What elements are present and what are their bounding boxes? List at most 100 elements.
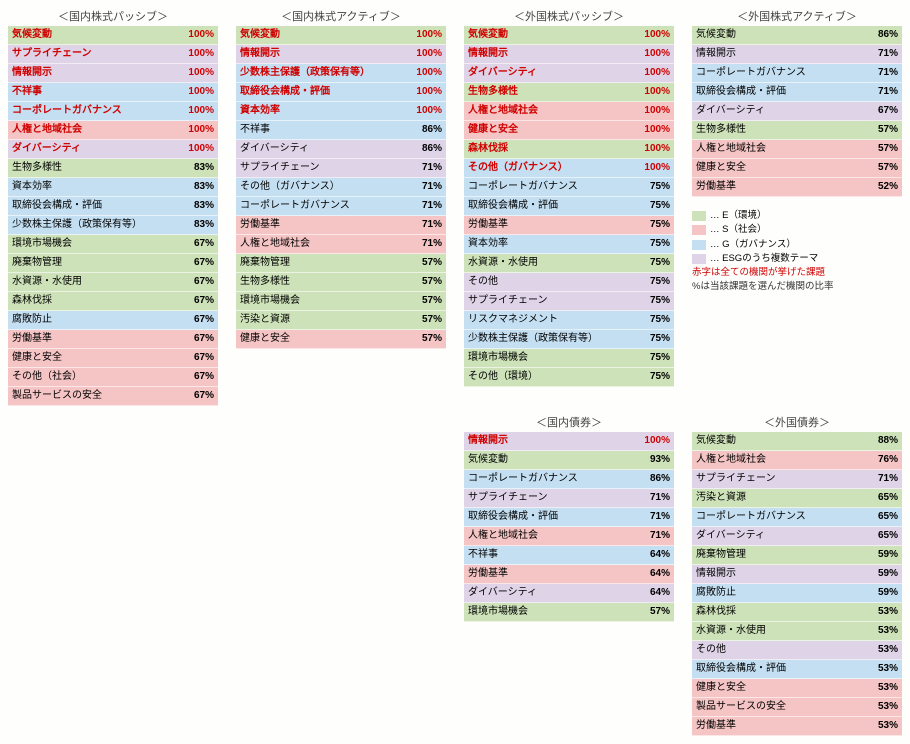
row-label: 健康と安全 <box>8 349 178 368</box>
row-value: 64% <box>634 565 674 584</box>
table-row: 環境市場機会57% <box>236 292 446 311</box>
row-label: コーポレートガバナンス <box>8 102 178 121</box>
row-label: 健康と安全 <box>236 330 406 349</box>
row-value: 57% <box>862 159 902 178</box>
table-row: リスクマネジメント75% <box>464 311 674 330</box>
table-row: 生物多様性83% <box>8 159 218 178</box>
row-label: 不祥事 <box>236 121 406 140</box>
row-value: 86% <box>862 26 902 45</box>
table-row: 汚染と資源65% <box>692 489 902 508</box>
row-value: 59% <box>862 584 902 603</box>
table-row: 情報開示100% <box>8 64 218 83</box>
row-value: 75% <box>634 178 674 197</box>
table-row: 情報開示59% <box>692 565 902 584</box>
row-value: 100% <box>178 64 218 83</box>
legend-text: … ESGのうち複数テーマ <box>710 252 818 266</box>
row-label: 森林伐採 <box>8 292 178 311</box>
table-row: 人権と地域社会100% <box>8 121 218 140</box>
table-row: 汚染と資源57% <box>236 311 446 330</box>
row-value: 71% <box>406 178 446 197</box>
row-value: 53% <box>862 698 902 717</box>
row-label: 廃棄物管理 <box>236 254 406 273</box>
table-row: 不祥事64% <box>464 546 674 565</box>
row-value: 75% <box>634 197 674 216</box>
row-value: 100% <box>406 64 446 83</box>
row-label: 資本効率 <box>464 235 634 254</box>
table-row: 情報開示100% <box>464 45 674 64</box>
table-row: 取締役会構成・評価71% <box>464 508 674 527</box>
table-row: コーポレートガバナンス71% <box>236 197 446 216</box>
row-value: 57% <box>862 121 902 140</box>
row-value: 71% <box>862 470 902 489</box>
table-row: 取締役会構成・評価53% <box>692 660 902 679</box>
row-label: 健康と安全 <box>692 159 862 178</box>
row-label: 水資源・水使用 <box>8 273 178 292</box>
table-row: コーポレートガバナンス100% <box>8 102 218 121</box>
legend-item: … ESGのうち複数テーマ <box>692 252 902 266</box>
esg-table: 情報開示100%気候変動93%コーポレートガバナンス86%サプライチェーン71%… <box>464 432 674 622</box>
row-value: 57% <box>406 330 446 349</box>
row-value: 57% <box>406 292 446 311</box>
table-row: 気候変動93% <box>464 451 674 470</box>
panel-fgn-eq-passive: ＜外国株式パッシブ＞気候変動100%情報開示100%ダイバーシティ100%生物多… <box>464 8 674 406</box>
row-label: 資本効率 <box>236 102 406 121</box>
row-value: 75% <box>634 292 674 311</box>
row-label: ダイバーシティ <box>464 64 634 83</box>
row-value: 71% <box>862 83 902 102</box>
table-row: その他53% <box>692 641 902 660</box>
table-row: 気候変動88% <box>692 432 902 451</box>
table-row: 情報開示100% <box>236 45 446 64</box>
row-label: 気候変動 <box>236 26 406 45</box>
panel-fgn-eq-active: ＜外国株式アクティブ＞気候変動86%情報開示71%コーポレートガバナンス71%取… <box>692 8 902 406</box>
row-value: 71% <box>406 235 446 254</box>
table-row: 人権と地域社会71% <box>236 235 446 254</box>
table-row: 水資源・水使用67% <box>8 273 218 292</box>
table-row: 労働基準52% <box>692 178 902 197</box>
row-value: 75% <box>634 330 674 349</box>
row-label: 不祥事 <box>464 546 634 565</box>
row-label: 取締役会構成・評価 <box>8 197 178 216</box>
row-value: 75% <box>634 368 674 387</box>
panel-title: ＜国内債券＞ <box>464 414 674 430</box>
row-value: 100% <box>634 26 674 45</box>
legend-text: … E（環境） <box>710 209 766 223</box>
row-label: 人権と地域社会 <box>692 140 862 159</box>
row-value: 71% <box>634 489 674 508</box>
row-value: 83% <box>178 159 218 178</box>
table-row: 生物多様性57% <box>236 273 446 292</box>
row-value: 88% <box>862 432 902 451</box>
row-value: 67% <box>178 254 218 273</box>
esg-table: 気候変動88%人権と地域社会76%サプライチェーン71%汚染と資源65%コーポレ… <box>692 432 902 736</box>
row-label: 取締役会構成・評価 <box>692 83 862 102</box>
table-row: 製品サービスの安全53% <box>692 698 902 717</box>
row-label: 労働基準 <box>692 717 862 736</box>
row-label: 生物多様性 <box>236 273 406 292</box>
row-value: 100% <box>634 83 674 102</box>
row-value: 67% <box>178 273 218 292</box>
table-row: 気候変動100% <box>8 26 218 45</box>
row-label: 資本効率 <box>8 178 178 197</box>
row-label: ダイバーシティ <box>8 140 178 159</box>
row-label: 製品サービスの安全 <box>692 698 862 717</box>
row-label: コーポレートガバナンス <box>692 64 862 83</box>
row-value: 100% <box>178 83 218 102</box>
row-label: コーポレートガバナンス <box>464 470 634 489</box>
table-row: 健康と安全100% <box>464 121 674 140</box>
table-row: 生物多様性100% <box>464 83 674 102</box>
row-value: 93% <box>634 451 674 470</box>
table-row: サプライチェーン71% <box>692 470 902 489</box>
table-row: コーポレートガバナンス86% <box>464 470 674 489</box>
row-label: 労働基準 <box>464 216 634 235</box>
row-label: ダイバーシティ <box>692 102 862 121</box>
panel-title: ＜国内株式アクティブ＞ <box>236 8 446 24</box>
row-value: 67% <box>178 311 218 330</box>
table-row: 取締役会構成・評価71% <box>692 83 902 102</box>
row-value: 65% <box>862 527 902 546</box>
row-value: 57% <box>406 254 446 273</box>
table-row: 腐敗防止59% <box>692 584 902 603</box>
row-label: 森林伐採 <box>692 603 862 622</box>
row-value: 100% <box>178 140 218 159</box>
legend-text: … G（ガバナンス） <box>710 238 796 252</box>
panel-fgn-bond: ＜外国債券＞気候変動88%人権と地域社会76%サプライチェーン71%汚染と資源6… <box>692 414 902 736</box>
row-value: 65% <box>862 489 902 508</box>
